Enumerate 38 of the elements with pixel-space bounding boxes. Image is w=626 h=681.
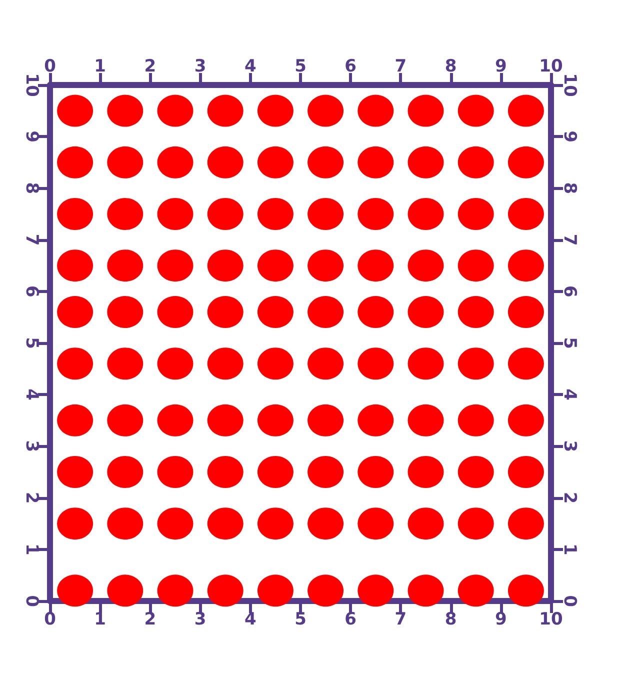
y-tick-label: 3: [22, 440, 42, 452]
y2-tick-label: 6: [560, 285, 580, 298]
x2-tick-label: 7: [394, 56, 407, 76]
x2-tick-label: 3: [194, 56, 206, 76]
x2-tick-label: 0: [44, 56, 56, 76]
y-tick-label: 9: [22, 130, 42, 143]
x-tick-label: 8: [444, 610, 457, 630]
y2-tick-label: 7: [560, 234, 580, 246]
x2-tick-label: 4: [244, 56, 256, 76]
y2-tick-label: 4: [560, 388, 580, 401]
y2-tick-label: 5: [560, 337, 580, 349]
x2-tick-label: 9: [494, 56, 507, 76]
x2-tick-label: 2: [144, 56, 156, 76]
y-tick-label: 10: [22, 73, 42, 97]
x2-tick-label: 5: [294, 56, 306, 76]
y2-tick-label: 3: [560, 440, 580, 452]
y-tick-label: 0: [22, 595, 42, 608]
y2-tick-label: 1: [560, 543, 580, 556]
y-tick-label: 5: [22, 337, 42, 349]
x2-tick-label: 1: [94, 56, 106, 76]
y2-tick-label: 9: [560, 130, 580, 143]
x2-tick-label: 6: [344, 56, 357, 76]
x-tick-label: 10: [539, 610, 563, 630]
y2-tick-label: 2: [560, 492, 580, 504]
y-tick-label: 2: [22, 492, 42, 504]
x2-tick-label: 8: [444, 56, 457, 76]
x-tick-label: 0: [44, 610, 56, 630]
x-tick-label: 5: [294, 610, 306, 630]
y-tick-label: 8: [22, 182, 42, 194]
x-tick-label: 9: [494, 610, 507, 630]
y2-tick-label: 0: [560, 595, 580, 608]
y2-tick-label: 8: [560, 182, 580, 194]
y-tick-label: 6: [22, 285, 42, 298]
x-tick-label: 2: [144, 610, 156, 630]
y-tick-label: 4: [22, 388, 42, 401]
x-tick-label: 6: [344, 610, 357, 630]
x-tick-label: 4: [244, 610, 256, 630]
x-tick-label: 3: [194, 610, 206, 630]
